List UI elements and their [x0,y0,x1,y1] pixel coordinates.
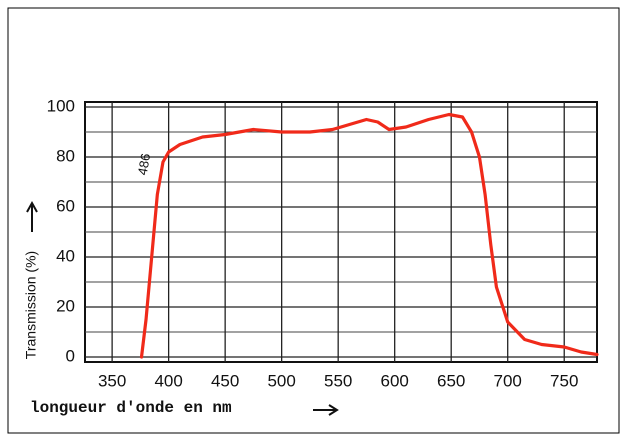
x-tick-label: 500 [267,371,295,390]
frame [7,7,620,434]
y-arrow [26,200,38,232]
x-tick-label: 550 [324,371,352,390]
y-axis-label: Transmission (%) [23,251,39,359]
y-tick-label: 80 [56,146,75,165]
x-tick-label: 400 [154,371,182,390]
x-tick-label: 600 [380,371,408,390]
x-arrow [313,404,339,416]
x-tick-label: 350 [98,371,126,390]
y-tick-label: 40 [56,246,75,265]
x-tick-label: 450 [211,371,239,390]
data-line [139,112,599,359]
y-tick-label: 0 [66,346,75,365]
x-tick-label: 700 [494,371,522,390]
x-axis-label: longueur d'onde en nm [30,399,232,417]
x-tick-label: 750 [550,371,578,390]
y-tick-label: 60 [56,196,75,215]
annotation: 486 [135,152,154,176]
y-tick-label: 20 [56,296,75,315]
y-tick-label: 100 [47,96,75,115]
x-tick-label: 650 [437,371,465,390]
